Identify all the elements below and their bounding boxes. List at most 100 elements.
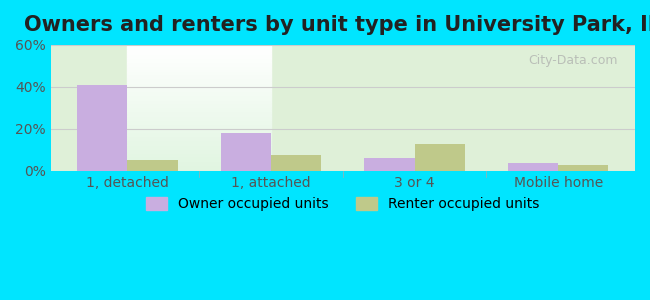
Bar [127,116,271,117]
Bar [127,58,271,59]
Bar [127,109,271,110]
Bar [127,64,271,65]
Bar [127,129,271,130]
Bar [127,60,271,61]
Bar [127,141,271,142]
Bar [127,94,271,95]
Bar [127,65,271,66]
Bar [127,106,271,108]
Bar [127,119,271,121]
Bar [127,112,271,113]
Bar [127,165,271,166]
Bar [127,147,271,148]
Bar [127,85,271,86]
Bar [127,88,271,89]
Bar [127,157,271,158]
Bar [127,62,271,64]
Bar [127,86,271,88]
Bar [127,122,271,123]
Bar [127,105,271,106]
Bar [127,78,271,79]
Bar [127,148,271,149]
Bar [127,137,271,138]
Bar [127,146,271,147]
Bar [127,66,271,68]
Bar [127,83,271,84]
Bar [127,84,271,85]
Bar [127,52,271,54]
Bar [127,100,271,102]
Bar [127,114,271,116]
Bar [127,102,271,103]
Bar [127,154,271,156]
Bar [127,134,271,136]
Bar [558,165,608,171]
Bar [127,140,271,141]
Bar [127,160,271,161]
Bar [127,133,271,134]
Bar [127,50,271,51]
Bar [127,71,271,73]
Bar [127,113,271,114]
Bar [127,79,271,80]
Bar [221,133,271,171]
Bar [127,153,271,154]
Bar [127,61,271,62]
Bar [127,138,271,140]
Title: Owners and renters by unit type in University Park, IL: Owners and renters by unit type in Unive… [24,15,650,35]
Bar [508,163,558,171]
Bar [127,56,271,58]
Bar [365,158,415,171]
Bar [127,74,271,75]
Bar [127,136,271,137]
Bar [127,152,271,153]
Bar [127,95,271,97]
Bar [127,162,271,164]
Bar [127,46,271,47]
Bar [127,97,271,98]
Bar [127,59,271,60]
Bar [271,155,321,171]
Bar [127,128,271,129]
Bar [127,68,271,69]
Bar [127,89,271,90]
Bar [127,127,271,128]
Legend: Owner occupied units, Renter occupied units: Owner occupied units, Renter occupied un… [140,192,545,217]
Bar [415,144,465,171]
Bar [127,132,271,133]
Bar [127,117,271,118]
Bar [127,164,271,165]
Bar [77,85,127,171]
Bar [127,168,271,170]
Bar [127,124,271,126]
Bar [127,69,271,70]
Bar [127,156,271,157]
Bar [127,110,271,112]
Bar [127,76,271,78]
Bar [127,98,271,99]
Bar [127,130,271,132]
Bar [127,160,177,171]
Bar [127,70,271,71]
Bar [127,104,271,105]
Bar [127,166,271,167]
Bar [127,108,271,109]
Bar [127,54,271,55]
Bar [127,149,271,151]
Bar [127,55,271,56]
Bar [127,75,271,76]
Bar [127,73,271,74]
Bar [127,49,271,50]
Text: City-Data.com: City-Data.com [528,54,618,67]
Bar [127,158,271,160]
Bar [127,81,271,83]
Bar [127,118,271,119]
Bar [127,93,271,94]
Bar [127,126,271,127]
Bar [127,90,271,92]
Bar [127,170,271,171]
Bar [127,51,271,52]
Bar [127,92,271,93]
Bar [127,161,271,162]
Bar [127,142,271,143]
